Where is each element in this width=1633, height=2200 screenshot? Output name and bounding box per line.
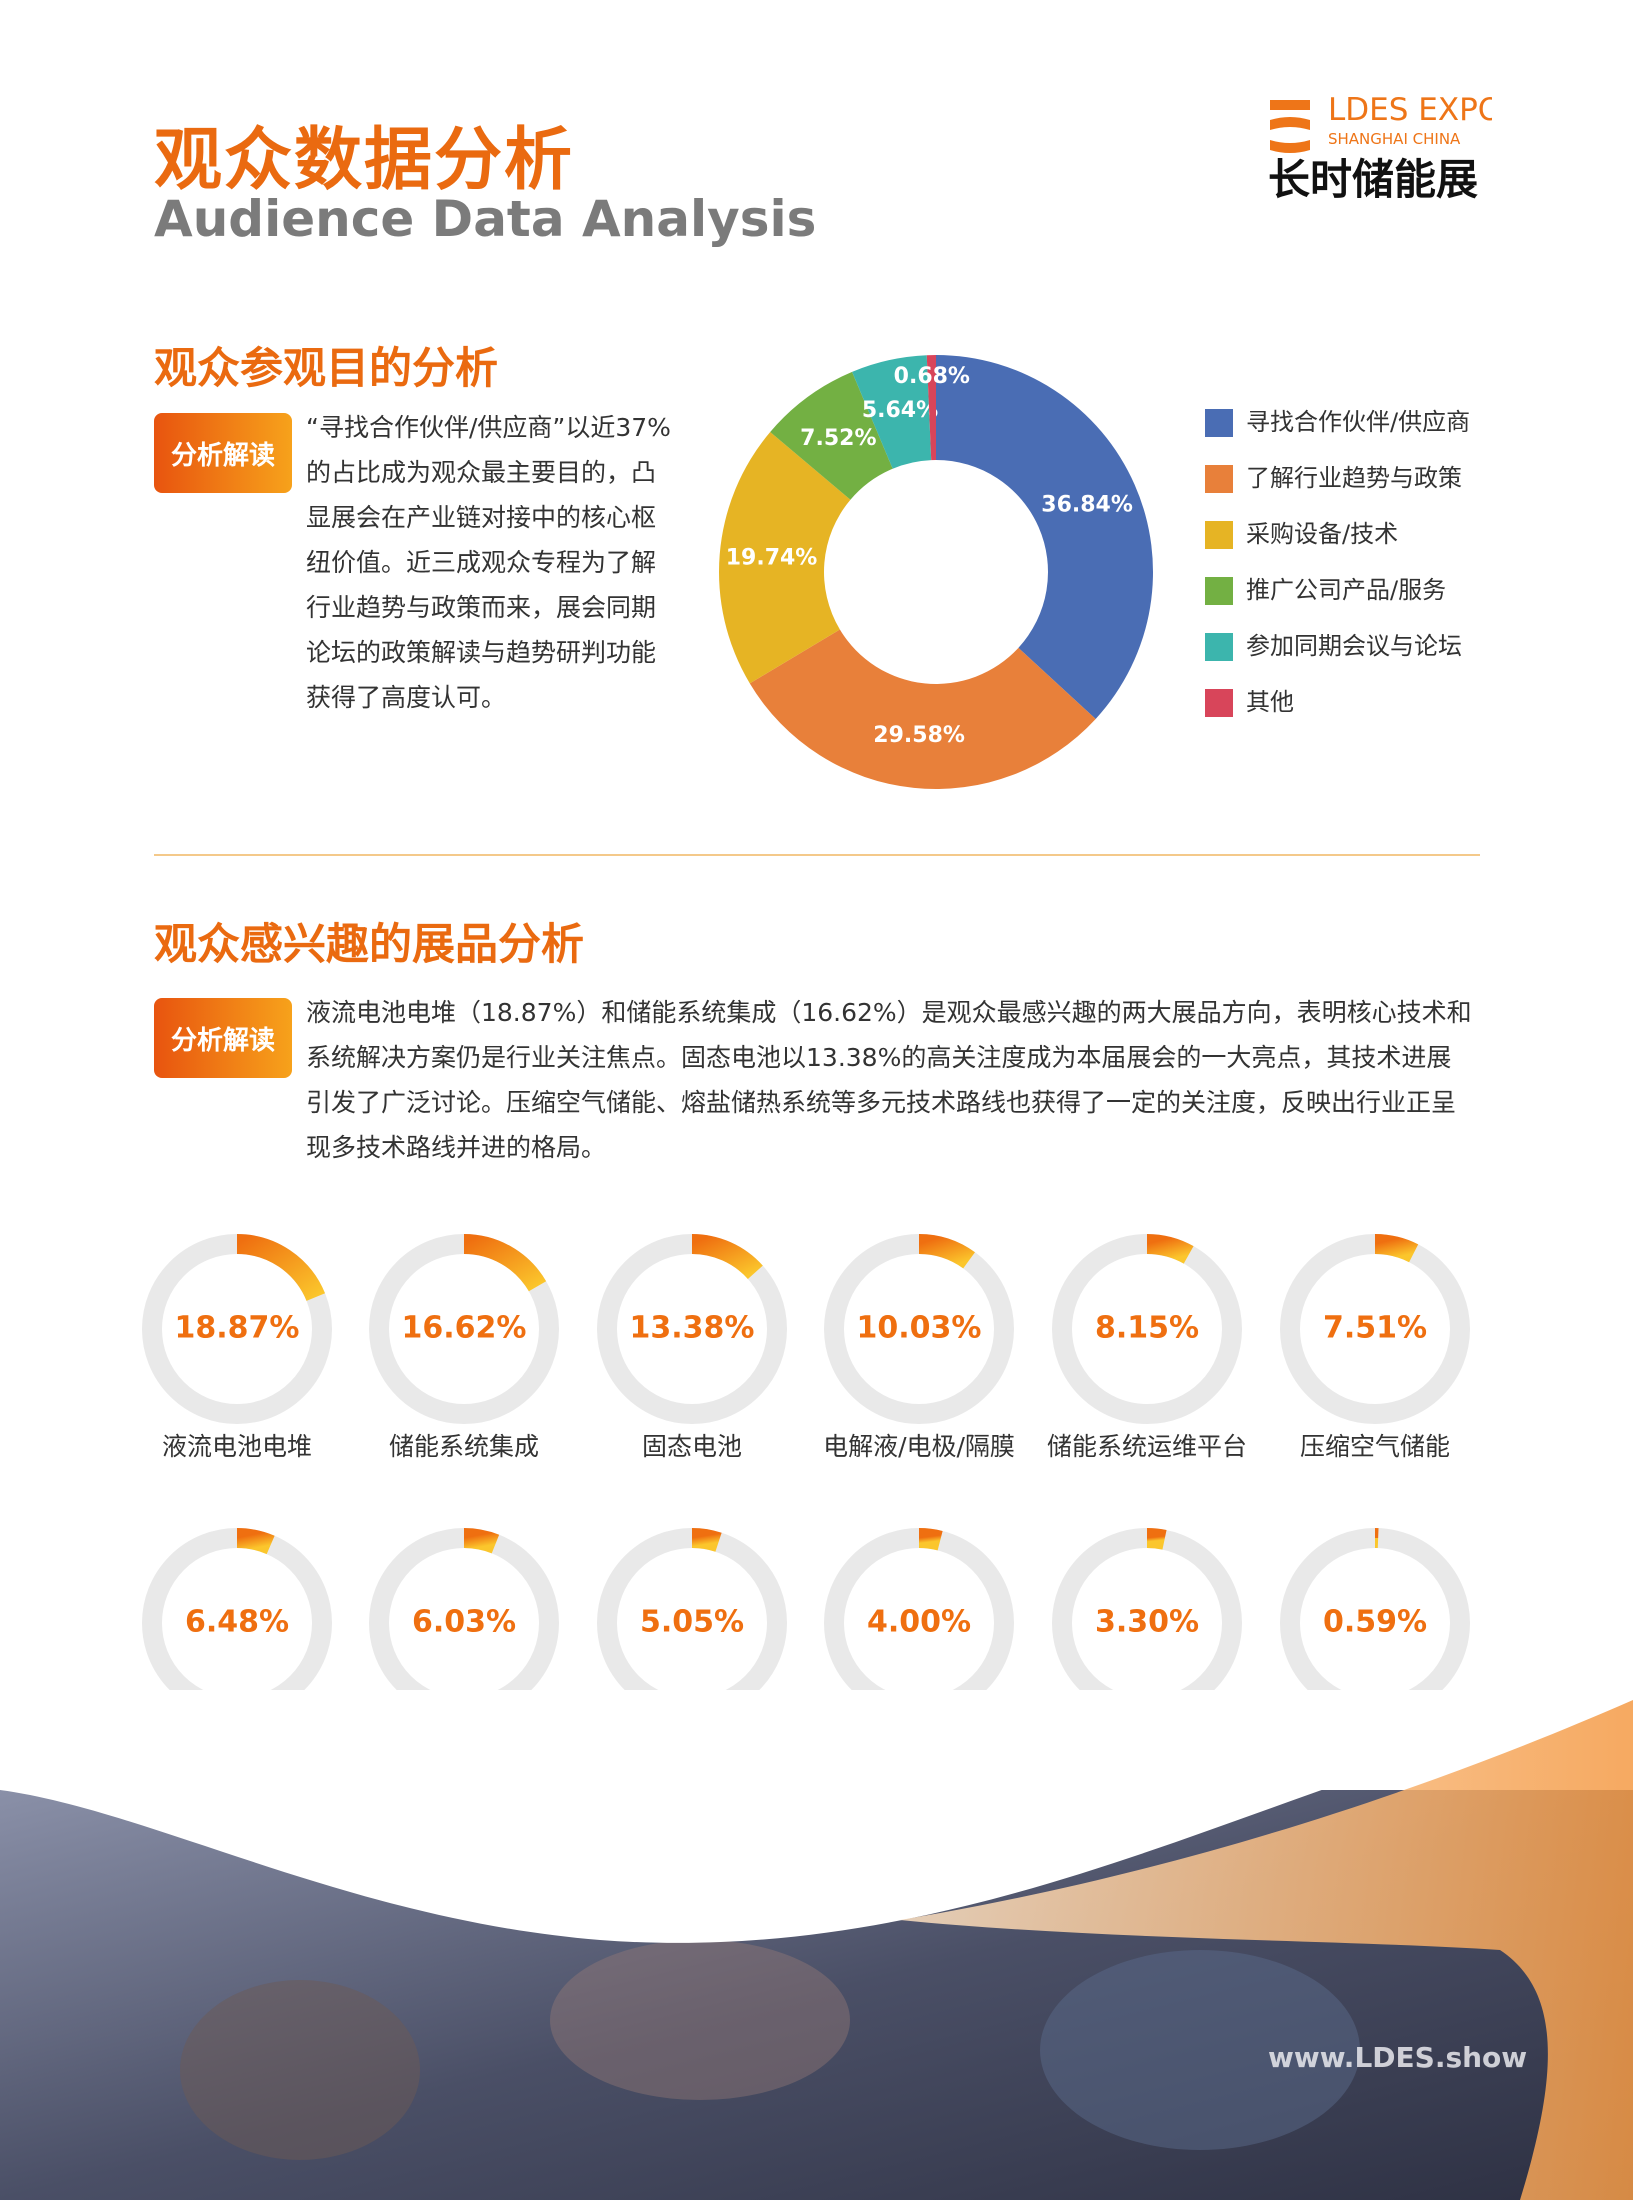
legend-swatch (1205, 689, 1233, 717)
badge: 分析解读 (154, 413, 292, 493)
gauge-label: 液流电池电堆 (162, 1432, 312, 1461)
gauge-arc (918, 1528, 943, 1551)
logo-location: SHANGHAI CHINA (1328, 130, 1461, 148)
slice-label: 36.84% (1041, 493, 1133, 518)
legend-label: 了解行业趋势与政策 (1246, 464, 1462, 492)
photo-banner: www.LDES.show (0, 1690, 1633, 2200)
gauge-arc (691, 1528, 722, 1552)
gauge-value: 7.51% (1323, 1311, 1427, 1346)
slice-label: 0.68% (894, 364, 970, 389)
gauge-value: 5.05% (640, 1605, 744, 1640)
legend-label: 推广公司产品/服务 (1246, 576, 1446, 604)
donut-slice (770, 371, 893, 500)
logo-chinese: 长时储能展 (1268, 155, 1478, 204)
logo-icon (1270, 100, 1310, 153)
legend-label: 寻找合作伙伴/供应商 (1246, 408, 1470, 436)
legend-swatch (1205, 633, 1233, 661)
badge: 分析解读 (154, 998, 292, 1078)
legend-swatch (1205, 521, 1233, 549)
gauge-label: 储能系统运维平台 (1047, 1432, 1247, 1461)
gauge-value: 10.03% (857, 1311, 982, 1346)
slice-label: 7.52% (800, 426, 876, 451)
gauge-arc (236, 1234, 326, 1302)
donut-chart: 36.84% 寻找合作伙伴/供应商 29.58% 了解行业趋势与政策 19.74% 采购设… (719, 355, 1470, 789)
wave (0, 1690, 1633, 1943)
section-heading: 观众感兴趣的展品分析 (154, 920, 584, 970)
gauge-label: 电解液/电极/隔膜 (823, 1432, 1015, 1461)
gauge-value: 4.00% (867, 1605, 971, 1640)
paragraph: “寻找合作伙伴/供应商”以近37%的占比成为观众最主要目的，凸显展会在产业链对接… (306, 413, 671, 712)
legend-label: 参加同期会议与论坛 (1246, 632, 1462, 660)
photo-shape (180, 1980, 420, 2160)
legend-swatch (1205, 465, 1233, 493)
gauge-label: 压缩空气储能 (1300, 1432, 1450, 1461)
logo: LDES EXPO SHANGHAI CHINA 长时储能展 (1268, 92, 1492, 204)
slice-label: 5.64% (862, 398, 938, 423)
slice-label: 29.58% (873, 723, 965, 748)
slice-label: 19.74% (726, 546, 818, 571)
footer-url: www.LDES.show (1268, 2041, 1527, 2074)
gauge-value: 3.30% (1095, 1605, 1199, 1640)
donut-slice (719, 432, 851, 684)
photo-shape (550, 1940, 850, 2100)
gauge-value: 6.48% (185, 1605, 289, 1640)
page-title: 观众数据分析 (154, 121, 575, 200)
legend-swatch (1205, 577, 1233, 605)
section-heading: 观众参观目的分析 (154, 344, 498, 394)
gauge-arc (1374, 1234, 1419, 1263)
logo-name: LDES EXPO (1328, 92, 1492, 128)
gauge-value: 16.62% (402, 1311, 527, 1346)
gauge-value: 0.59% (1323, 1605, 1427, 1640)
gauge-arc (463, 1234, 547, 1292)
donut-slice (926, 355, 936, 461)
legend-swatch (1205, 409, 1233, 437)
orange-swoosh (900, 1700, 1633, 2200)
legend-label: 其他 (1246, 688, 1294, 716)
gauge-arc (1146, 1528, 1167, 1550)
gauge-arc (236, 1528, 275, 1555)
gauge-arc (1146, 1234, 1194, 1264)
photo-shape (1040, 1950, 1360, 2150)
legend-label: 采购设备/技术 (1246, 520, 1398, 548)
divider (154, 854, 1480, 856)
gauge-arc (691, 1234, 763, 1280)
gauge-value: 6.03% (412, 1605, 516, 1640)
gauge-arc (463, 1528, 500, 1554)
gauge-value: 18.87% (175, 1311, 300, 1346)
donut-slice (852, 355, 932, 469)
paragraph: 液流电池电堆（18.87%）和储能系统集成（16.62%）是观众最感兴趣的两大展… (306, 998, 1472, 1162)
gauge-label: 储能系统集成 (389, 1432, 539, 1461)
gauge-arc (918, 1234, 975, 1269)
gauge-value: 13.38% (630, 1311, 755, 1346)
donut-slice (749, 629, 1096, 789)
gauge-label: 固态电池 (642, 1432, 742, 1461)
gauge-value: 8.15% (1095, 1311, 1199, 1346)
page-subtitle: Audience Data Analysis (154, 190, 817, 248)
donut-slice (936, 355, 1153, 719)
